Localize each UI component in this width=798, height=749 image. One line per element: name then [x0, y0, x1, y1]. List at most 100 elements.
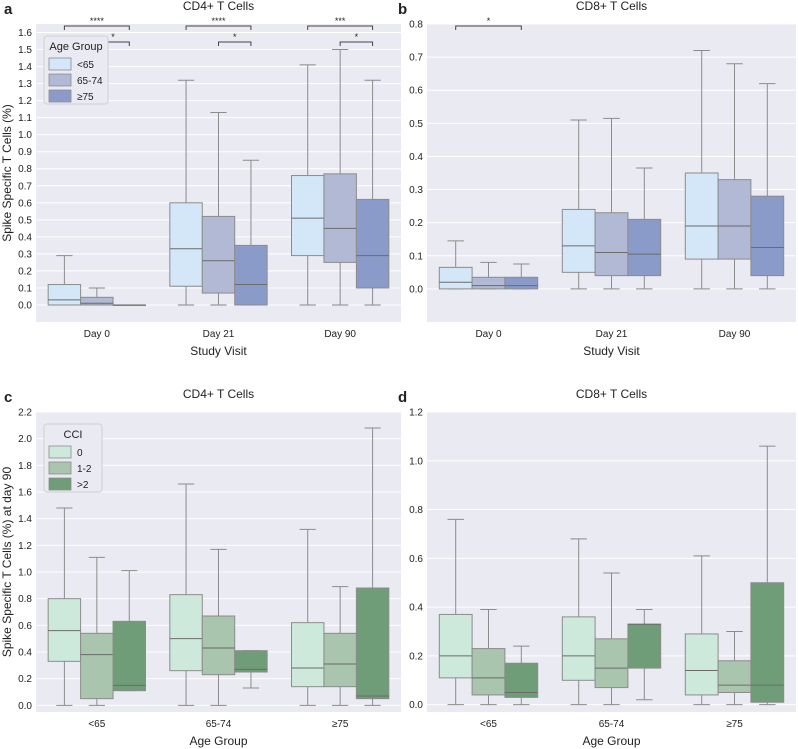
y-tick-label: 1.6 [18, 28, 32, 39]
box-<65-Day 0 [438, 240, 473, 290]
bracket-line [185, 25, 252, 30]
box-1-2-65-74 [594, 572, 629, 706]
x-axis-label: Age Group [582, 734, 640, 748]
y-tick-label: 0.4 [18, 232, 32, 243]
y-tick-label: 0.0 [18, 701, 32, 712]
box-≥75-Day 21 [627, 167, 662, 290]
box-65-74-Day 21 [594, 117, 629, 290]
significance-label: * [487, 16, 491, 26]
legend: Age Group <65 65-74 ≥75 [43, 35, 109, 105]
box-0-<65 [438, 518, 473, 706]
bracket-line [307, 25, 374, 30]
box-iqr [627, 218, 662, 277]
x-axis-label: Age Group [189, 734, 247, 748]
bracket-line [455, 25, 522, 30]
y-tick-label: 0.3 [409, 185, 423, 196]
significance-bracket: **** [185, 16, 252, 30]
box-65-74-Day 0 [80, 287, 114, 306]
y-tick-label: 1.3 [18, 79, 32, 90]
y-tick-label: 0.2 [409, 651, 423, 662]
box-iqr [169, 594, 203, 672]
y-tick-label: 2.2 [18, 408, 32, 419]
box-iqr [323, 632, 357, 688]
significance-bracket: *** [307, 16, 374, 30]
box-iqr [355, 587, 390, 700]
y-tick-label: 0.6 [409, 86, 423, 97]
box-iqr [291, 175, 325, 257]
bracket-line [339, 41, 374, 46]
significance-bracket: * [455, 16, 522, 30]
x-tick-label: ≥75 [726, 719, 743, 730]
box->2-≥75 [750, 445, 785, 706]
y-tick-label: 1.0 [18, 130, 32, 141]
y-tick-label: 0.7 [409, 53, 423, 64]
legend-entry: 0 [77, 448, 83, 459]
x-tick-label: Day 90 [719, 329, 751, 340]
box-1-2-≥75 [717, 631, 752, 706]
box-iqr [201, 215, 236, 294]
box-iqr [471, 276, 506, 290]
significance-label: **** [211, 16, 226, 26]
x-tick-label: Day 90 [324, 329, 356, 340]
legend-entry: >2 [77, 480, 89, 491]
box-≥75-Day 90 [750, 83, 785, 290]
x-tick-label: Day 21 [203, 329, 235, 340]
box-0-≥75 [684, 555, 719, 706]
significance-label: * [111, 32, 115, 42]
box-iqr [594, 212, 629, 277]
box->2-65-74 [627, 609, 662, 701]
panel-letter: a [4, 1, 13, 18]
significance-bracket: * [218, 32, 252, 46]
y-tick-label: 0.2 [18, 266, 32, 277]
x-tick-label: 65-74 [599, 719, 625, 730]
y-tick-label: 1.5 [18, 45, 32, 56]
y-tick-label: 0.4 [409, 603, 423, 614]
significance-bracket: * [339, 32, 374, 46]
y-tick-label: 1.1 [18, 113, 32, 124]
box-≥75-Day 21 [234, 159, 268, 306]
box-iqr [169, 202, 203, 287]
y-tick-label: 0.2 [409, 218, 423, 229]
box-iqr [201, 615, 236, 676]
box-iqr [234, 650, 268, 673]
significance-label: * [233, 32, 237, 42]
y-tick-label: 2.0 [18, 434, 32, 445]
box-65-74-Day 90 [717, 63, 752, 290]
box-<65-Day 90 [291, 64, 325, 306]
box-iqr [717, 660, 752, 693]
y-tick-label: 1.0 [18, 568, 32, 579]
panel-letter: c [4, 389, 12, 406]
y-axis-label: Spike Specific T Cells (%) [0, 104, 14, 242]
legend-title: Age Group [49, 41, 102, 53]
box-iqr [438, 613, 473, 679]
x-tick-label: Day 0 [84, 329, 111, 340]
panel-b: 0.0 0.1 0.2 0.3 0.4 0.5 0.6 0.7 0.8 CD8+ T Cells b… [398, 0, 796, 358]
significance-label: **** [90, 16, 105, 26]
panel-letter: d [398, 389, 407, 406]
y-tick-label: 1.2 [18, 96, 32, 107]
legend-title: CCI [64, 429, 83, 441]
box-65-74-Day 0 [471, 261, 506, 290]
y-tick-label: 0.7 [18, 181, 32, 192]
y-tick-label: 1.4 [18, 514, 32, 525]
box-iqr [684, 633, 719, 696]
box-0-<65 [47, 507, 82, 706]
box->2-<65 [112, 570, 146, 692]
y-tick-label: 0.8 [409, 505, 423, 516]
legend-entry: 1-2 [77, 464, 92, 475]
box-iqr [561, 616, 596, 681]
box-≥75-Day 0 [504, 263, 539, 290]
box-≥75-Day 0 [112, 304, 146, 306]
box-<65-Day 21 [561, 119, 596, 290]
box-iqr [438, 266, 473, 290]
box-0-≥75 [291, 528, 325, 706]
box-0-65-74 [169, 483, 203, 706]
legend-entry: <65 [77, 60, 94, 71]
y-tick-label: 0.6 [18, 198, 32, 209]
box-iqr [750, 195, 785, 277]
box-<65-Day 21 [169, 79, 203, 306]
y-tick-label: 0.6 [409, 554, 423, 565]
box-0-65-74 [561, 538, 596, 706]
y-tick-label: 1.0 [409, 456, 423, 467]
